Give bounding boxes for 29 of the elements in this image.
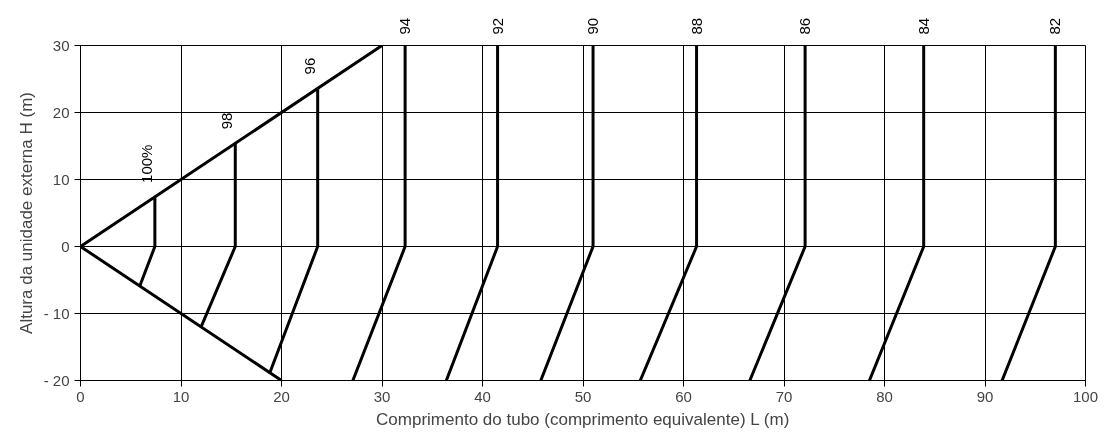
text: 82 (1046, 17, 1064, 35)
x-tick-label: 80 (876, 387, 893, 405)
x-tick-label: 60 (675, 387, 692, 405)
y-tick-label: 20 (52, 104, 70, 121)
text: 92 (488, 17, 506, 35)
x-tick-label: 30 (373, 387, 391, 405)
x-tick-label: 0 (76, 387, 85, 405)
x-tick-label: 50 (574, 387, 592, 405)
x-tick-label: 20 (273, 387, 290, 405)
text: 86 (796, 17, 814, 35)
x-tick-label: 90 (976, 387, 994, 405)
x-tick-label: 40 (474, 387, 491, 405)
text: 88 (687, 17, 705, 35)
text: 84 (914, 17, 932, 35)
text: 98 (218, 112, 236, 130)
text: 94 (396, 17, 414, 35)
x-tick-label: 10 (172, 387, 190, 405)
x-tick-label: 70 (775, 387, 793, 405)
text: 100% (138, 144, 156, 183)
x-axis-title: Comprimento do tubo (comprimento equivalente) L (m) (376, 409, 790, 429)
y-tick-label: - 20 (43, 372, 70, 389)
text: 90 (584, 17, 602, 35)
y-tick-label: 10 (52, 171, 70, 188)
x-tick-label: 100 (1072, 387, 1099, 405)
y-tick-label: 0 (61, 238, 70, 255)
text: 96 (300, 57, 318, 75)
y-tick-label: 30 (52, 37, 70, 54)
y-axis-title: Altura da unidade externa H (m) (16, 92, 36, 334)
y-tick-label: - 10 (43, 305, 70, 322)
